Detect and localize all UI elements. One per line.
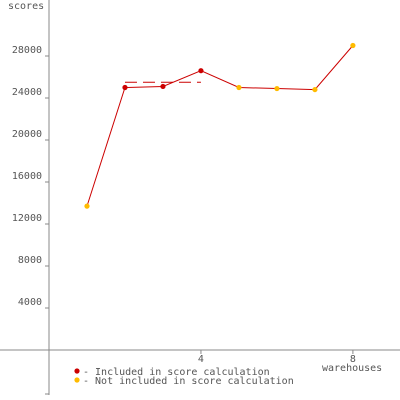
x-tick-label: 4 [198, 354, 204, 365]
data-point [236, 84, 242, 91]
x-axis-label: warehouses [322, 363, 382, 374]
y-tick-label: 12000 [12, 213, 42, 224]
series-line [86, 45, 354, 207]
y-tick-label: 28000 [12, 45, 42, 56]
y-axis-label: scores [8, 1, 44, 12]
legend-marker [74, 377, 80, 383]
legend-label: - Not included in score calculation [83, 376, 294, 387]
y-tick-label: 4000 [18, 297, 42, 308]
data-point [122, 84, 128, 91]
data-point [160, 83, 166, 90]
y-tick-label: 16000 [12, 171, 42, 182]
data-point [84, 203, 90, 209]
y-tick-label: 8000 [18, 255, 42, 266]
legend-label: - Included in score calculation [83, 367, 270, 378]
data-point [198, 68, 204, 74]
y-tick-label: 20000 [12, 129, 42, 140]
legend-marker [74, 368, 80, 374]
y-tick-label: 24000 [12, 87, 42, 98]
data-point [274, 85, 280, 92]
data-point [312, 86, 318, 93]
data-point [350, 42, 356, 49]
x-tick-label: 8 [350, 354, 356, 365]
